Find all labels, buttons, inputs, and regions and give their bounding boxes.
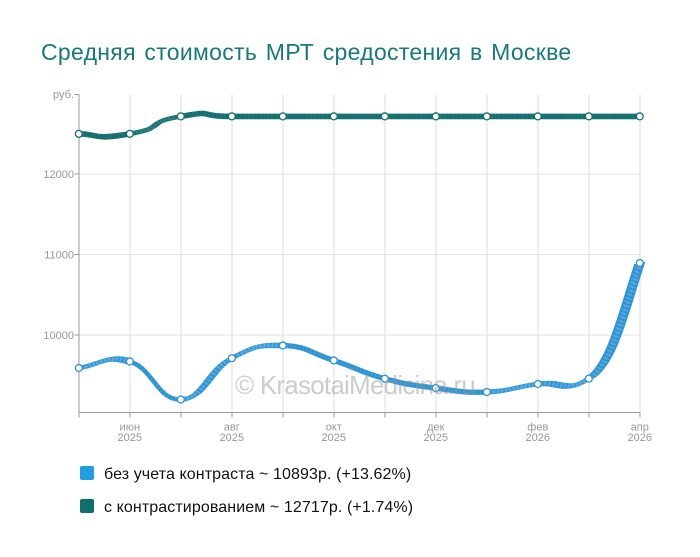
svg-text:10000: 10000	[43, 330, 74, 342]
svg-text:авг: авг	[224, 422, 240, 434]
svg-text:июн: июн	[120, 422, 140, 434]
svg-text:12000: 12000	[43, 169, 74, 181]
svg-text:2025: 2025	[424, 432, 448, 444]
svg-text:апр: апр	[631, 422, 649, 434]
svg-text:2026: 2026	[526, 432, 550, 444]
svg-text:2025: 2025	[322, 432, 346, 444]
svg-text:фев: фев	[527, 422, 548, 434]
svg-text:11000: 11000	[44, 249, 74, 261]
svg-text:дек: дек	[427, 422, 445, 434]
svg-text:2025: 2025	[220, 432, 244, 444]
svg-text:2025: 2025	[118, 432, 142, 444]
svg-text:окт: окт	[326, 422, 342, 434]
svg-text:2026: 2026	[628, 432, 652, 444]
svg-text:руб.: руб.	[53, 89, 74, 101]
